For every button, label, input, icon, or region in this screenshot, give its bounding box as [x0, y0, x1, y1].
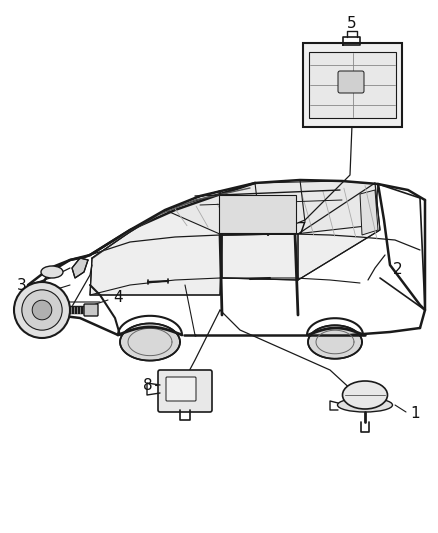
Polygon shape — [360, 190, 378, 235]
Polygon shape — [72, 258, 88, 278]
Polygon shape — [308, 325, 362, 359]
Polygon shape — [222, 234, 298, 280]
FancyBboxPatch shape — [303, 43, 402, 127]
FancyBboxPatch shape — [166, 377, 196, 401]
FancyBboxPatch shape — [84, 304, 98, 316]
Text: 5: 5 — [347, 15, 357, 30]
Text: 1: 1 — [410, 406, 420, 421]
Ellipse shape — [343, 381, 388, 409]
Circle shape — [32, 300, 52, 320]
Ellipse shape — [338, 398, 392, 412]
Text: 8: 8 — [143, 377, 153, 392]
FancyBboxPatch shape — [158, 370, 212, 412]
Polygon shape — [165, 181, 378, 235]
FancyBboxPatch shape — [309, 52, 396, 118]
Polygon shape — [90, 191, 222, 295]
Text: 7: 7 — [297, 222, 307, 238]
Circle shape — [14, 282, 70, 338]
Text: 4: 4 — [113, 290, 123, 305]
Polygon shape — [120, 324, 180, 361]
Text: 3: 3 — [17, 278, 27, 293]
Text: 2: 2 — [393, 262, 403, 278]
Circle shape — [22, 290, 62, 330]
Ellipse shape — [41, 266, 63, 278]
Polygon shape — [298, 183, 380, 280]
FancyBboxPatch shape — [338, 71, 364, 93]
FancyBboxPatch shape — [219, 195, 296, 233]
